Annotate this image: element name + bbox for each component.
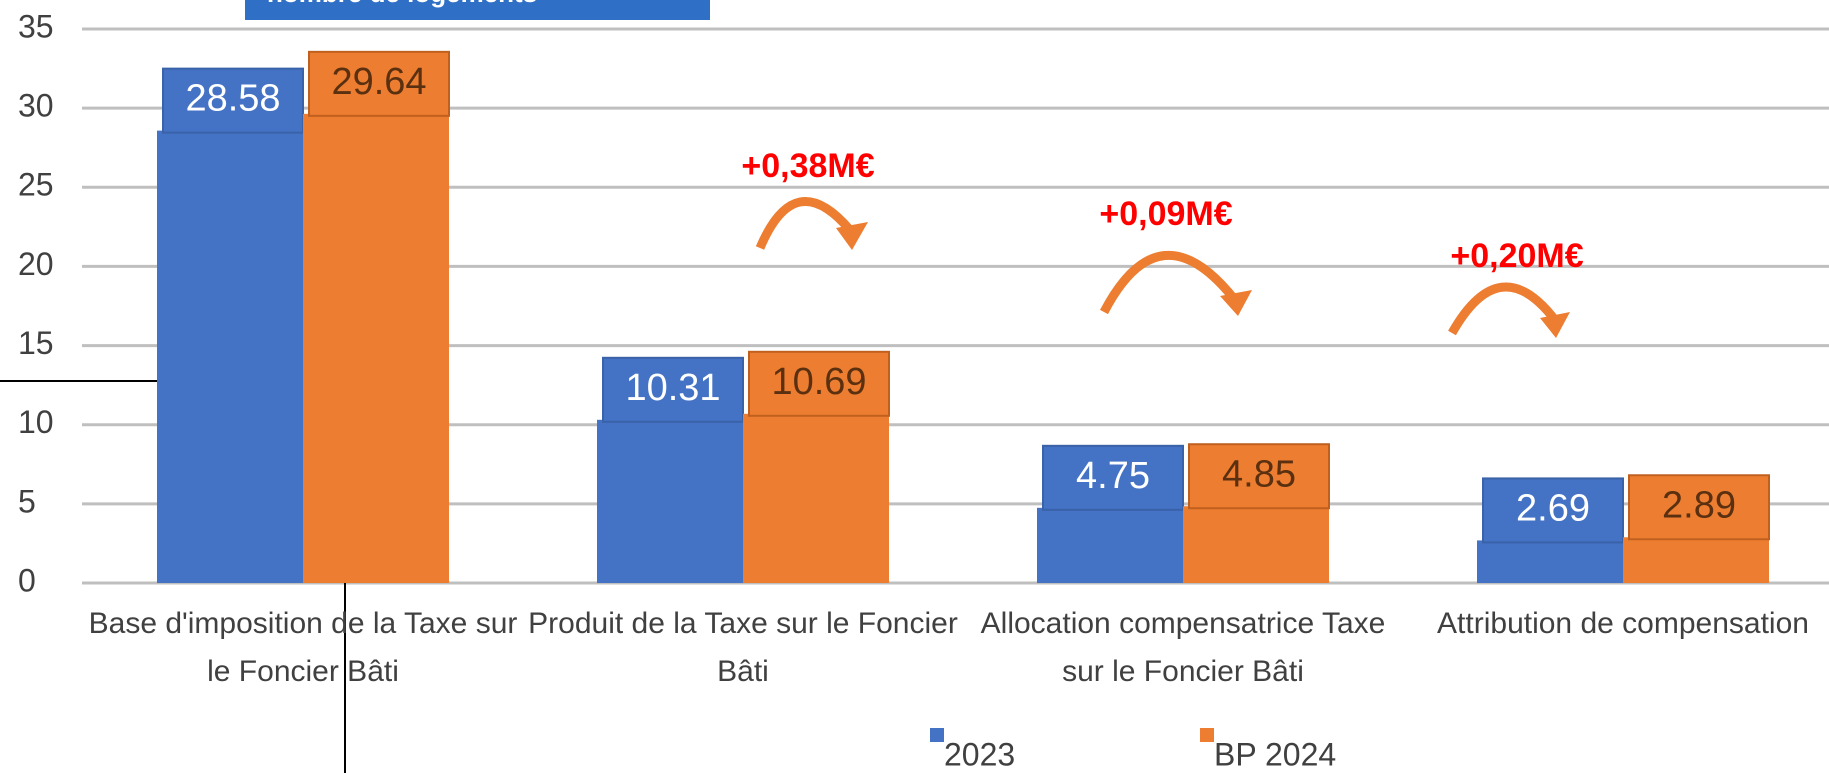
value-label: 2.69 xyxy=(1516,487,1590,529)
arrow-heads xyxy=(836,222,1570,338)
bar xyxy=(157,130,303,583)
value-label: 28.58 xyxy=(185,78,280,120)
annotation: +0,20M€ xyxy=(1450,237,1583,275)
value-label-box xyxy=(162,67,304,134)
x-tick-label: Base d'imposition de la Taxe sur le Fonc… xyxy=(88,607,518,688)
y-tick-label: 20 xyxy=(18,246,54,282)
legend-swatch xyxy=(930,728,944,742)
curved-arrows xyxy=(755,197,1559,336)
value-label: 29.64 xyxy=(331,61,426,103)
legend-swatch xyxy=(1200,728,1214,742)
value-label-box xyxy=(1628,474,1770,541)
value-label-box xyxy=(748,350,890,417)
value-label-box xyxy=(602,356,744,423)
legend-label: BP 2024 xyxy=(1214,736,1336,772)
bar xyxy=(1037,507,1183,583)
value-label: 4.75 xyxy=(1076,455,1150,497)
value-label-box xyxy=(1042,444,1184,511)
annotation: +0,38M€ xyxy=(741,147,874,185)
arrow-head xyxy=(1540,312,1570,338)
value-label-box xyxy=(1482,477,1624,544)
annotation: +0,09M€ xyxy=(1099,195,1232,233)
bar xyxy=(743,413,889,583)
x-tick-label: Allocation compensatrice Taxe sur le Fon… xyxy=(980,607,1386,688)
bar xyxy=(1623,537,1769,583)
arrow xyxy=(755,197,854,250)
y-tick-label: 10 xyxy=(18,404,54,440)
y-tick-label: 15 xyxy=(18,325,54,361)
y-tick-label: 25 xyxy=(18,167,54,203)
value-label: 10.31 xyxy=(625,367,720,409)
bar xyxy=(303,113,449,584)
arrow xyxy=(1448,282,1559,336)
value-label-box xyxy=(1188,443,1330,510)
x-tick-label: Produit de la Taxe sur le Foncier Bâti xyxy=(528,607,958,688)
y-tick-label: 35 xyxy=(18,8,54,44)
arrow-head xyxy=(836,222,868,250)
bar xyxy=(597,419,743,583)
arrow-head xyxy=(1220,290,1252,316)
value-label: 4.85 xyxy=(1222,453,1296,495)
y-tick-label: 30 xyxy=(18,88,54,124)
banner: nombre de logements xyxy=(245,0,710,20)
y-tick-label: 5 xyxy=(18,483,36,519)
x-tick-label: Attribution de compensation xyxy=(1437,607,1809,640)
value-label: 10.69 xyxy=(771,361,866,403)
legend-label: 2023 xyxy=(944,736,1015,772)
y-tick-label: 0 xyxy=(18,562,36,598)
arrow xyxy=(1100,250,1239,315)
value-label: 2.89 xyxy=(1662,484,1736,526)
bar xyxy=(1183,506,1329,583)
bar xyxy=(1477,540,1623,583)
value-label-box xyxy=(308,50,450,117)
